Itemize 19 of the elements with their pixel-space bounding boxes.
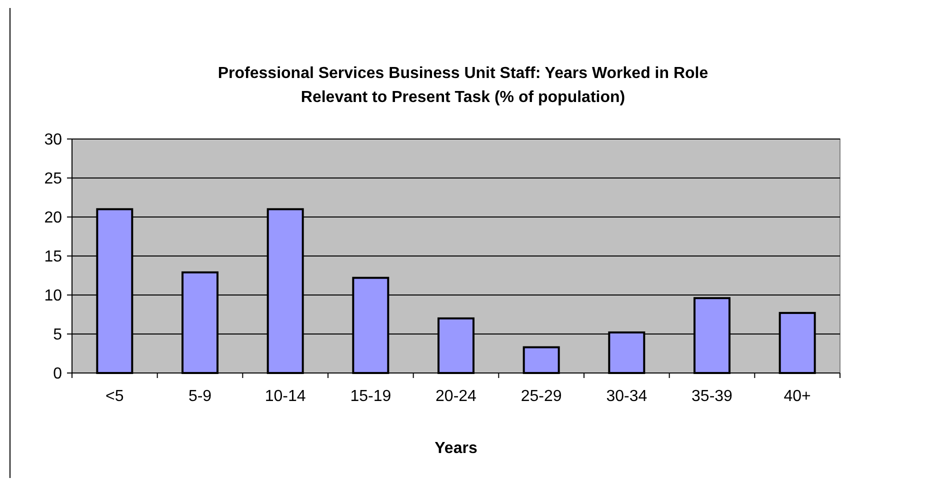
- x-tick-label: 40+: [784, 388, 811, 405]
- y-tick-label: 15: [44, 248, 62, 266]
- x-tick-label: 25-29: [520, 388, 562, 405]
- y-tick-label: 10: [44, 288, 62, 305]
- x-axis-title: Years: [434, 440, 478, 457]
- y-tick-label: 20: [44, 210, 62, 227]
- x-tick-label: 35-39: [692, 388, 733, 405]
- x-tick-label: 5-9: [188, 388, 212, 405]
- y-tick-label: 0: [53, 366, 62, 383]
- x-tick-label: 10-14: [264, 388, 306, 405]
- y-tick-label: 5: [53, 326, 62, 344]
- x-tick-label: <5: [106, 388, 124, 405]
- bar: [522, 346, 560, 374]
- chart-title: Professional Services Business Unit Staff: Years Worked in Role Relevant to Present Task (% of population): [218, 65, 708, 106]
- x-tick-label: 15-19: [350, 388, 392, 405]
- x-tick-label: 30-34: [606, 388, 648, 405]
- y-tick-label: 25: [44, 170, 62, 188]
- y-tick-label: 30: [44, 132, 62, 149]
- x-tick-label: 20-24: [436, 388, 477, 405]
